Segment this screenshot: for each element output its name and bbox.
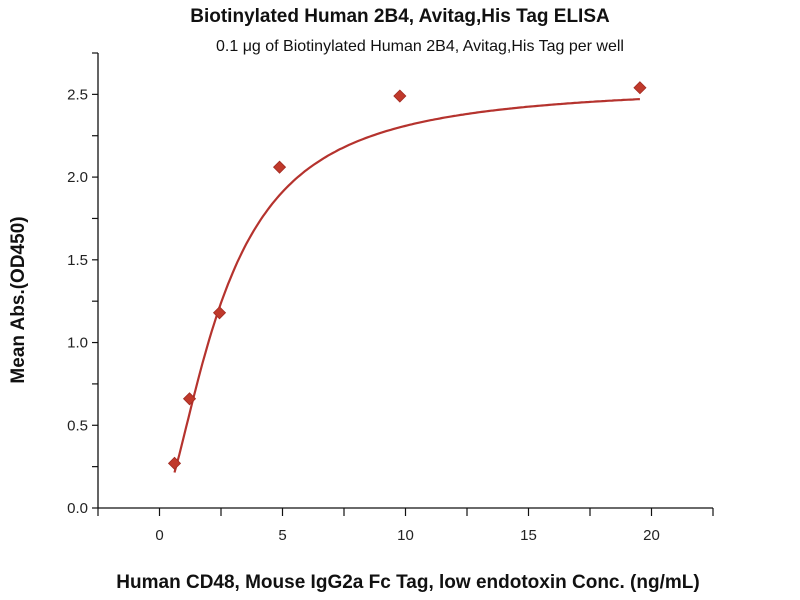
y-tick-label: 1.5 <box>67 252 88 269</box>
y-tick-label: 0.0 <box>67 500 88 517</box>
x-tick-label: 15 <box>520 527 537 544</box>
x-tick-label: 5 <box>278 527 286 544</box>
x-tick-label: 10 <box>397 527 414 544</box>
chart-subtitle: 0.1 μg of Biotinylated Human 2B4, Avitag… <box>216 38 624 55</box>
y-tick-label: 2.0 <box>67 169 88 186</box>
data-point-marker <box>167 456 182 470</box>
data-points <box>167 81 647 470</box>
fit-curve <box>173 98 640 473</box>
y-tick-label: 0.5 <box>67 417 88 434</box>
y-tick-label: 1.0 <box>67 335 88 352</box>
x-tick-label: 20 <box>643 527 660 544</box>
data-point-marker <box>212 306 227 320</box>
axes: 0.0 0.5 1.0 1.5 2.0 2.5 0 5 10 15 20 <box>67 52 714 544</box>
y-tick-label: 2.5 <box>67 86 88 103</box>
data-point-marker <box>633 81 647 95</box>
data-point-marker <box>182 392 197 406</box>
data-point-marker <box>272 160 287 174</box>
fit-curve-group <box>173 98 640 473</box>
y-axis-title: Mean Abs.(OD450) <box>8 216 29 383</box>
data-point-marker <box>393 89 407 103</box>
x-axis-title: Human CD48, Mouse IgG2a Fc Tag, low endo… <box>116 572 699 593</box>
chart-title: Biotinylated Human 2B4, Avitag,His Tag E… <box>190 6 610 27</box>
x-tick-label: 0 <box>155 527 163 544</box>
